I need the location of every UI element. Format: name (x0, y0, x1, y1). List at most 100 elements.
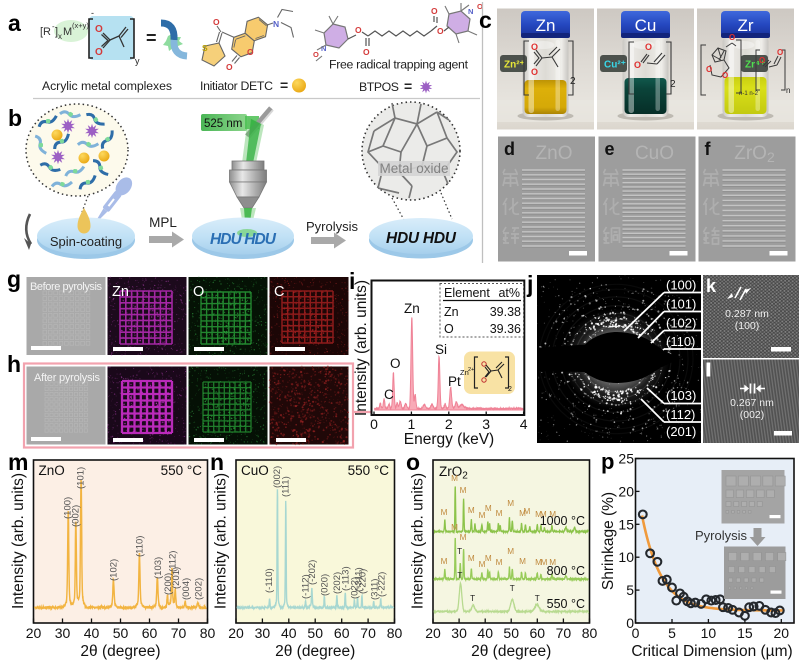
svg-text:O: O (193, 284, 204, 300)
svg-text:O: O (213, 17, 220, 27)
svg-text:O: O (226, 62, 233, 72)
svg-text:(x+y)+: (x+y)+ (72, 21, 94, 30)
svg-text:Zn: Zn (460, 368, 469, 377)
svg-text:b: b (8, 105, 22, 131)
svg-text:y: y (135, 56, 140, 66)
svg-text:i: i (349, 268, 355, 294)
svg-text:at%: at% (498, 286, 520, 300)
svg-text:2: 2 (670, 79, 676, 90)
svg-text:2: 2 (570, 76, 576, 87)
svg-text:Pyrolysis: Pyrolysis (306, 219, 359, 234)
svg-text:Intensity (arb. units): Intensity (arb. units) (353, 280, 370, 416)
svg-text:1: 1 (408, 416, 416, 432)
svg-text:=: = (280, 77, 288, 93)
svg-text:O: O (531, 67, 538, 77)
svg-text:O: O (531, 42, 538, 52)
svg-text:Cu: Cu (635, 16, 657, 35)
svg-text:x: x (58, 32, 62, 41)
svg-text:O: O (390, 356, 401, 371)
svg-text:3: 3 (482, 416, 490, 432)
svg-text:S: S (202, 43, 208, 53)
svg-text:O: O (355, 25, 362, 35)
svg-text:=: = (146, 28, 157, 48)
svg-text:n: n (786, 86, 790, 95)
svg-text:39.36: 39.36 (490, 322, 521, 336)
svg-text:O: O (706, 65, 712, 74)
svg-text:C: C (274, 284, 284, 300)
svg-text:2: 2 (445, 416, 453, 432)
svg-text:C: C (384, 387, 394, 402)
svg-text:0.267 nm: 0.267 nm (730, 397, 774, 409)
svg-text:(102): (102) (666, 316, 696, 331)
svg-text:ZnO: ZnO (536, 143, 573, 164)
svg-text:Zn²⁺: Zn²⁺ (504, 60, 525, 71)
svg-text:After pyrolysis: After pyrolysis (34, 372, 101, 384)
svg-text:Initiator DETC: Initiator DETC (200, 79, 273, 93)
svg-text:(101): (101) (666, 297, 696, 312)
svg-text:Si: Si (435, 342, 447, 357)
svg-text:M: M (63, 26, 72, 38)
svg-text:Acrylic metal complexes: Acrylic metal complexes (42, 79, 172, 93)
svg-text:Zn: Zn (536, 16, 556, 35)
svg-text:O: O (431, 6, 438, 16)
svg-text:O: O (777, 48, 783, 57)
svg-text:(112): (112) (666, 407, 695, 422)
svg-text:525 nm: 525 nm (204, 118, 242, 130)
svg-text:-: - (91, 8, 94, 18)
svg-text:O: O (645, 42, 652, 52)
svg-text:(100): (100) (666, 278, 696, 293)
svg-text:Element: Element (444, 286, 490, 300)
svg-text:c: c (479, 7, 492, 33)
svg-text:HDU HDU: HDU HDU (386, 230, 457, 247)
svg-text:Zr: Zr (737, 16, 753, 35)
svg-text:Pt: Pt (448, 374, 461, 389)
svg-text:(103): (103) (666, 388, 696, 403)
svg-text:g: g (7, 266, 21, 292)
svg-text:Energy (keV): Energy (keV) (404, 431, 494, 448)
svg-text:a: a (8, 10, 21, 36)
svg-text:(110): (110) (666, 334, 695, 349)
svg-text:Zr⁴⁺: Zr⁴⁺ (745, 60, 765, 71)
svg-text:h: h (7, 351, 21, 377)
svg-text:O: O (634, 60, 641, 70)
svg-text:Cu²⁺: Cu²⁺ (604, 60, 626, 71)
svg-text:O: O (437, 26, 444, 36)
svg-text:39.38: 39.38 (490, 305, 521, 319)
svg-text:f: f (705, 139, 712, 159)
svg-text:e: e (605, 139, 615, 159)
svg-text:O: O (95, 24, 103, 35)
svg-text:Zn: Zn (404, 301, 420, 316)
svg-text:j: j (526, 271, 533, 297)
svg-text:(201): (201) (666, 424, 696, 439)
svg-text:(002): (002) (740, 409, 765, 421)
svg-text:O: O (444, 322, 454, 336)
svg-text:Spin-coating: Spin-coating (50, 234, 122, 249)
svg-text:Metal oxide: Metal oxide (379, 161, 448, 176)
svg-text:O: O (729, 33, 735, 42)
svg-text:4: 4 (520, 416, 528, 432)
svg-text:=: = (404, 78, 412, 94)
svg-text:Zn: Zn (112, 284, 129, 300)
svg-text:2: 2 (508, 386, 512, 393)
svg-text:0.287 nm: 0.287 nm (725, 308, 769, 320)
svg-text:-: - (52, 22, 55, 31)
svg-text:Zn: Zn (444, 305, 459, 319)
svg-text:O: O (759, 56, 765, 65)
svg-text:N: N (468, 7, 473, 16)
svg-text:(100): (100) (735, 320, 760, 332)
svg-text:2+: 2+ (468, 367, 474, 373)
svg-text:O: O (363, 47, 370, 57)
svg-text:O: O (247, 47, 254, 57)
svg-text:Free radical trapping agent: Free radical trapping agent (329, 58, 469, 72)
svg-text:MPL: MPL (149, 215, 177, 230)
svg-text:BTPOS: BTPOS (359, 80, 399, 94)
svg-text:HDU HDU: HDU HDU (210, 231, 277, 248)
svg-text:n-1 n-2: n-1 n-2 (739, 91, 759, 97)
svg-text:N: N (321, 44, 326, 53)
svg-text:0: 0 (370, 416, 378, 432)
svg-text:k: k (706, 276, 717, 296)
svg-text:O: O (313, 50, 319, 59)
svg-text:N: N (273, 19, 279, 29)
svg-text:O: O (722, 71, 728, 80)
svg-text:]: ] (55, 26, 58, 38)
